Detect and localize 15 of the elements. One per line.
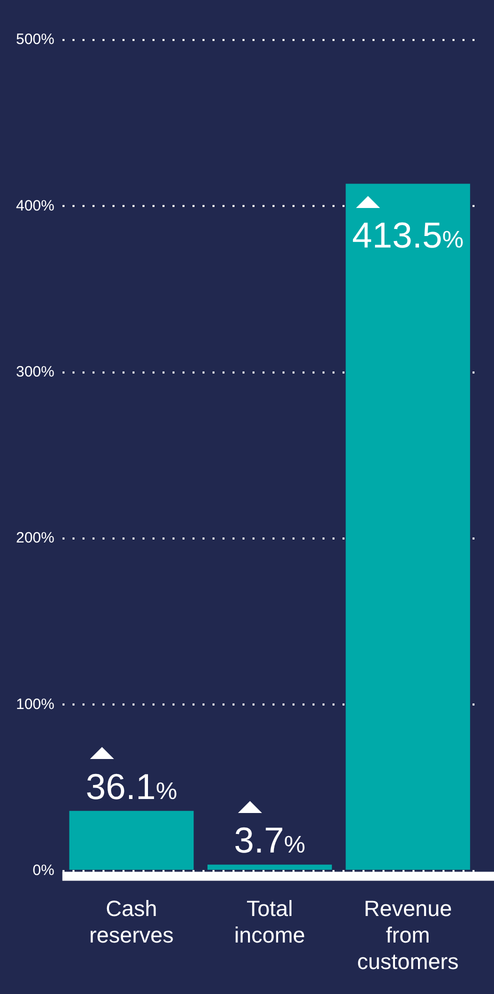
y-tick-label: 200%	[16, 530, 54, 547]
y-tick-label: 300%	[16, 363, 54, 380]
bar	[346, 184, 470, 870]
data-label: 36.1%	[86, 766, 178, 807]
bar	[69, 810, 194, 870]
y-tick-label: 400%	[16, 197, 54, 214]
data-label: 413.5%	[352, 214, 464, 256]
x-tick-label: Cash reserves	[89, 896, 174, 948]
x-tick-label: Revenue from customers	[357, 896, 459, 974]
x-tick-label: Total income	[234, 896, 306, 948]
y-tick-label: 0%	[32, 862, 54, 879]
y-tick-label: 100%	[16, 696, 54, 713]
data-label: 3.7%	[234, 820, 306, 861]
y-tick-label: 500%	[16, 31, 54, 48]
bar	[207, 864, 332, 870]
